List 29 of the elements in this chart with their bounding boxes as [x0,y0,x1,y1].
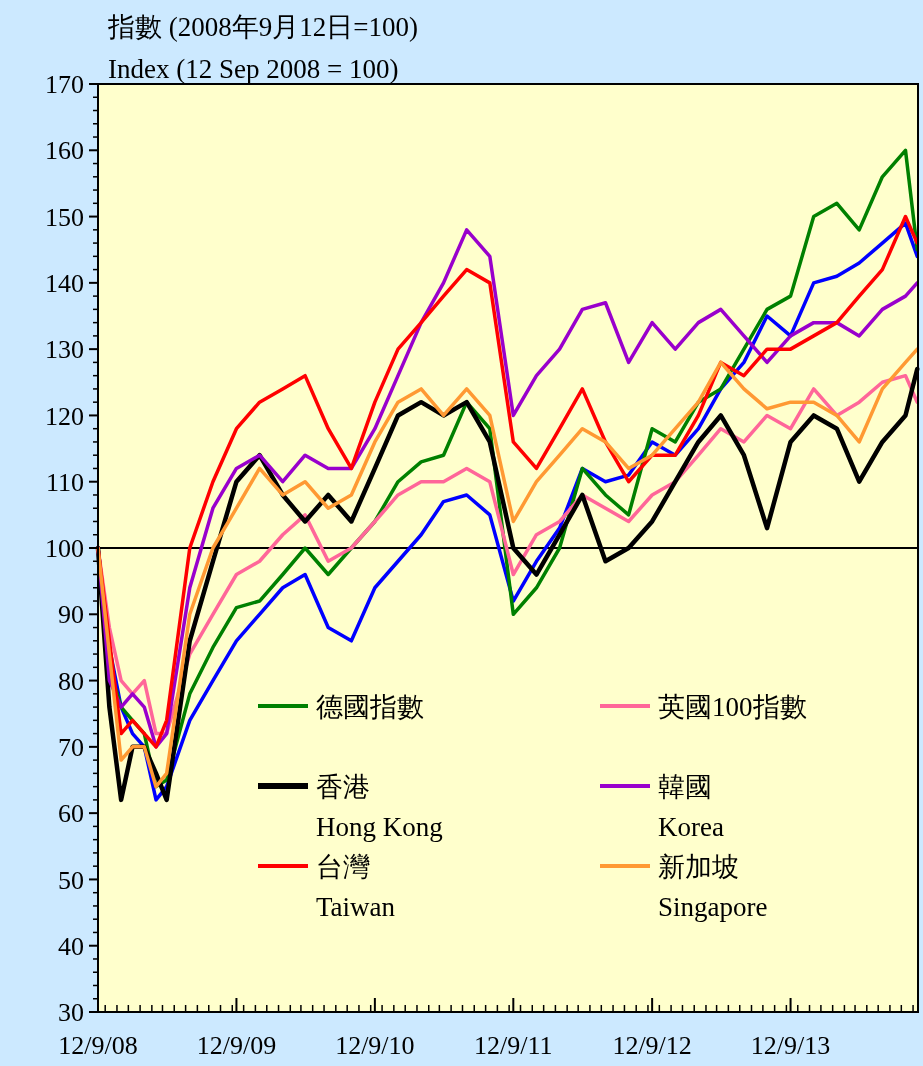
legend-label: 英國100指數 [658,692,807,722]
x-tick-label: 12/9/11 [474,1031,553,1060]
y-tick-label: 70 [58,732,84,762]
legend-label: 台灣 Taiwan [316,852,396,922]
legend-label: 德國指數 [316,692,424,722]
x-tick-label: 12/9/13 [750,1031,831,1060]
legend-label: 新加坡 Singapore [658,852,768,922]
x-tick-label: 12/9/08 [58,1031,138,1060]
y-tick-label: 150 [45,202,84,232]
y-tick-label: 30 [58,998,84,1028]
legend-label: 香港 Hong Kong [316,772,443,842]
y-tick-label: 50 [58,865,84,895]
y-tick-label: 120 [45,401,84,431]
y-tick-label: 40 [58,931,84,961]
y-tick-label: 140 [45,268,84,298]
y-tick-label: 80 [58,666,84,696]
y-tick-label: 90 [58,600,84,630]
y-tick-label: 100 [45,534,84,564]
chart-title: 指數 (2008年9月12日=100) [107,12,418,42]
y-tick-label: 170 [45,70,84,100]
y-tick-label: 160 [45,136,84,166]
y-tick-label: 60 [58,799,84,829]
x-tick-label: 12/9/10 [335,1031,415,1060]
y-tick-label: 110 [45,467,84,497]
y-tick-label: 130 [45,335,84,365]
x-tick-label: 12/9/09 [196,1031,277,1060]
legend-label: 韓國 Korea [658,772,724,842]
x-tick-label: 12/9/12 [612,1031,692,1060]
chart-subtitle: Index (12 Sep 2008 = 100) [108,54,399,84]
